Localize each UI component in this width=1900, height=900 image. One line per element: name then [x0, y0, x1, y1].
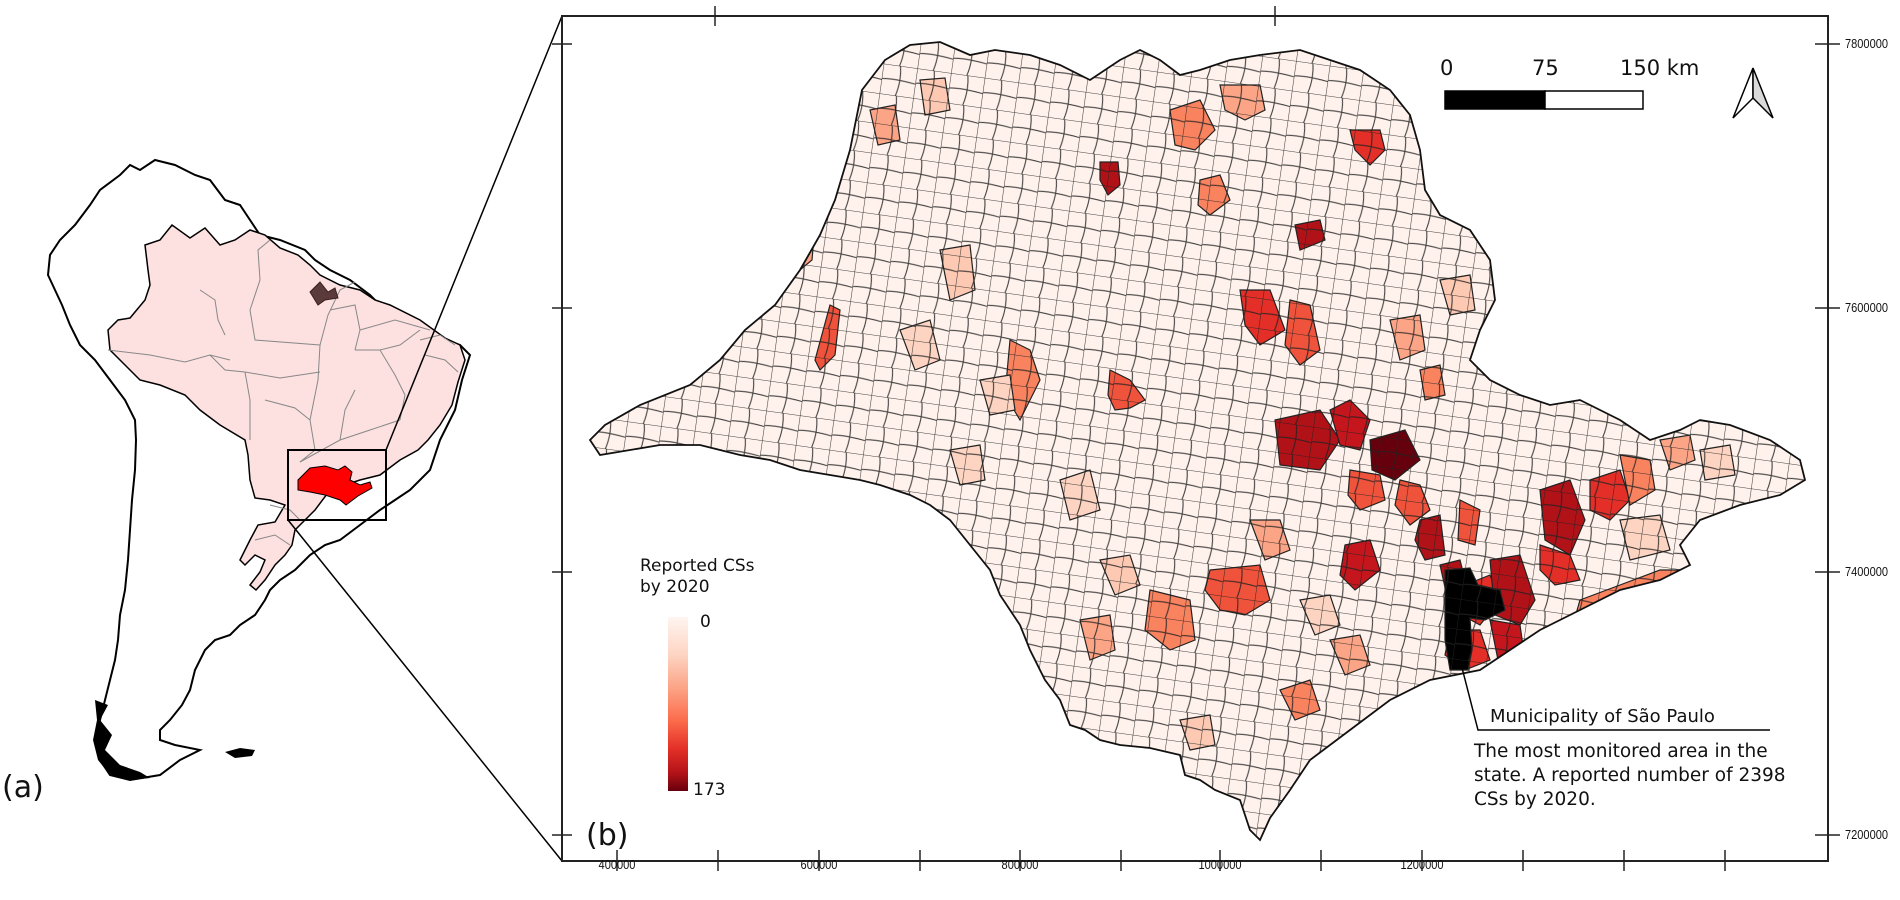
patagonia-islands — [93, 700, 150, 780]
legend-title-line2: by 2020 — [640, 577, 710, 597]
y-tick-label: 7800000 — [1845, 36, 1889, 51]
callout-body: The most monitored area in the state. A … — [1474, 741, 1786, 810]
sao-paulo-highlight — [297, 465, 373, 506]
scale-label-150: 150 km — [1620, 56, 1700, 80]
legend-title-line1: Reported CSs — [640, 556, 755, 576]
y-tick-label: 7400000 — [1845, 564, 1889, 579]
y-tick-label: 7600000 — [1845, 300, 1889, 315]
panel-label-a: (a) — [2, 770, 44, 805]
scale-label-0: 0 — [1440, 56, 1454, 80]
scale-bar — [1444, 90, 1644, 110]
connector-top — [385, 15, 563, 451]
x-tick-label: 1000000 — [1198, 857, 1242, 872]
axis-ticks — [552, 6, 1840, 871]
connector-bottom — [287, 519, 563, 862]
y-tick-label: 7200000 — [1845, 827, 1889, 842]
scale-label-75: 75 — [1532, 56, 1559, 80]
inset-box — [287, 449, 387, 521]
brazil-region — [107, 223, 466, 592]
callout-leader — [1459, 659, 1770, 731]
amazon-delta — [309, 281, 339, 306]
x-tick-label: 400000 — [598, 857, 636, 872]
x-tick-label: 1200000 — [1400, 857, 1444, 872]
legend-min-label: 0 — [700, 612, 711, 632]
panel-label-b: (b) — [586, 818, 629, 853]
south-america-map — [46, 158, 472, 782]
north-arrow-icon — [1732, 67, 1774, 119]
callout-title: Municipality of São Paulo — [1490, 706, 1715, 727]
legend-max-label: 173 — [693, 780, 726, 800]
x-tick-label: 800000 — [1001, 857, 1039, 872]
falklands — [225, 748, 255, 758]
legend-title: Reported CSs by 2020 — [640, 556, 755, 598]
x-tick-label: 600000 — [800, 857, 838, 872]
legend-color-ramp — [668, 617, 688, 791]
state-borders — [107, 239, 459, 546]
